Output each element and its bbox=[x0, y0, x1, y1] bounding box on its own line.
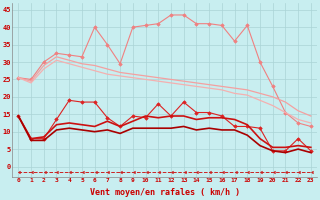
X-axis label: Vent moyen/en rafales ( km/h ): Vent moyen/en rafales ( km/h ) bbox=[90, 188, 240, 197]
